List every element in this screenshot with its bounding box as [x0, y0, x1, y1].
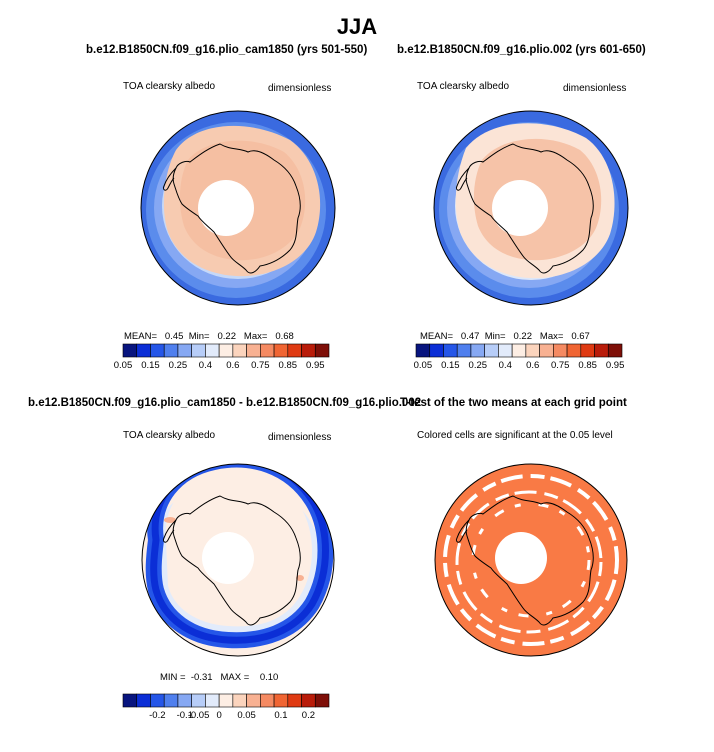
colorbar-cell: [443, 343, 458, 358]
panel-3-variable-label: TOA clearsky albedo: [123, 430, 216, 441]
colorbar-tick-label: 0.85: [578, 360, 597, 371]
colorbar-cell: [525, 343, 540, 358]
colorbar-cell: [246, 343, 261, 358]
colorbar-tick-label: 0.25: [469, 360, 488, 371]
colorbar-tick-label: 0.6: [526, 360, 539, 371]
figure-title: JJA: [336, 14, 378, 39]
colorbar-tick-label: 0.4: [199, 360, 212, 371]
colorbar-cell: [136, 693, 151, 708]
colorbar-tick-label: 0.05: [414, 360, 433, 371]
colorbar-cell: [218, 343, 234, 358]
colorbar-cell: [301, 693, 316, 708]
colorbar-tick-label: 0.95: [606, 360, 625, 371]
colorbar-difference: -0.2 -0.1-0.05 0 0.05 0.1 0.2: [122, 693, 330, 721]
panel-1-title: b.e12.B1850CN.f09_g16.plio_cam1850 (yrs …: [86, 44, 368, 56]
colorbar-cell: [456, 343, 472, 358]
colorbar-cell: [163, 693, 179, 708]
colorbar-cell: [287, 693, 302, 708]
panel-3-units-label: dimensionless: [268, 432, 332, 443]
colorbar-cell: [122, 693, 138, 708]
colorbar-cell: [205, 343, 220, 358]
panel-2-variable-label: TOA clearsky albedo: [417, 81, 510, 92]
colorbar-cell: [205, 693, 220, 708]
panel-2-stats: MEAN= 0.47 Min= 0.22 Max= 0.67: [420, 331, 590, 342]
colorbar-tick-label: -0.2: [149, 710, 165, 721]
colorbar-cell: [273, 343, 289, 358]
colorbar-tick-label: 0.2: [302, 710, 315, 721]
colorbar-cell: [301, 343, 316, 358]
colorbar-cell: [232, 343, 247, 358]
colorbar-cell: [484, 343, 499, 358]
colorbar-panel-1: 0.05 0.15 0.25 0.4 0.6 0.75 0.85 0.95: [114, 343, 330, 371]
colorbar-cell: [191, 693, 206, 708]
colorbar-cell: [511, 343, 527, 358]
colorbar-tick-label: -0.05: [188, 710, 210, 721]
colorbar-tick-label: 0.05: [114, 360, 133, 371]
colorbar-cell: [470, 343, 485, 358]
colorbar-cell: [314, 693, 330, 708]
colorbar-cell: [429, 343, 444, 358]
colorbar-cell: [580, 343, 595, 358]
colorbar-tick-label: 0: [216, 710, 221, 721]
colorbar-tick-label: -0.1: [177, 710, 193, 721]
colorbar-tick-label: 0.4: [499, 360, 512, 371]
colorbar-cell: [150, 693, 165, 708]
colorbar-tick-label: 0.05: [237, 710, 256, 721]
panel-3-title: b.e12.B1850CN.f09_g16.plio_cam1850 - b.e…: [28, 397, 422, 409]
colorbar-tick-label: 0.25: [169, 360, 188, 371]
panel-2-units-label: dimensionless: [563, 83, 627, 94]
colorbar-cell: [287, 343, 302, 358]
colorbar-cell: [191, 343, 206, 358]
colorbar-tick-label: 0.15: [141, 360, 160, 371]
colorbar-cell: [232, 693, 247, 708]
colorbar-tick-label: 0.1: [274, 710, 287, 721]
panel-3-map: [141, 463, 335, 657]
panel-3-stats: MIN = -0.31 MAX = 0.10: [160, 672, 279, 683]
colorbar-cell: [122, 343, 138, 358]
colorbar-tick-label: 0.15: [441, 360, 460, 371]
colorbar-tick-label: 0.6: [226, 360, 239, 371]
panel-1-stats: MEAN= 0.45 Min= 0.22 Max= 0.68: [124, 331, 294, 342]
colorbar-cell: [314, 343, 330, 358]
panel-2-map: [433, 110, 629, 306]
panel-1-variable-label: TOA clearsky albedo: [123, 81, 216, 92]
colorbar-cell: [260, 693, 275, 708]
colorbar-tick-label: 0.75: [251, 360, 270, 371]
colorbar-cell: [177, 343, 192, 358]
colorbar-cell: [553, 343, 568, 358]
colorbar-tick-label: 0.85: [279, 360, 298, 371]
colorbar-cell: [163, 343, 179, 358]
colorbar-tick-label: 0.95: [306, 360, 325, 371]
colorbar-cell: [150, 343, 165, 358]
colorbar-cell: [415, 343, 431, 358]
colorbar-cell: [539, 343, 554, 358]
colorbar-cell: [218, 693, 234, 708]
panel-4-map: [434, 463, 628, 657]
colorbar-cell: [566, 343, 582, 358]
colorbar-cell: [594, 343, 609, 358]
panel-4-significance-note: Colored cells are significant at the 0.0…: [417, 430, 613, 441]
colorbar-cell: [136, 343, 151, 358]
colorbar-panel-2: 0.05 0.15 0.25 0.4 0.6 0.75 0.85 0.95: [414, 343, 625, 371]
colorbar-cell: [177, 693, 192, 708]
colorbar-cell: [273, 693, 289, 708]
colorbar-cell: [246, 693, 261, 708]
panel-1-units-label: dimensionless: [268, 83, 332, 94]
panel-1-map: [140, 110, 336, 306]
panel-2-title: b.e12.B1850CN.f09_g16.plio.002 (yrs 601-…: [397, 44, 646, 56]
colorbar-tick-label: 0.75: [551, 360, 570, 371]
colorbar-cell: [260, 343, 275, 358]
colorbar-cell: [607, 343, 623, 358]
panel-4-title: T-test of the two means at each grid poi…: [400, 397, 627, 409]
colorbar-cell: [498, 343, 513, 358]
